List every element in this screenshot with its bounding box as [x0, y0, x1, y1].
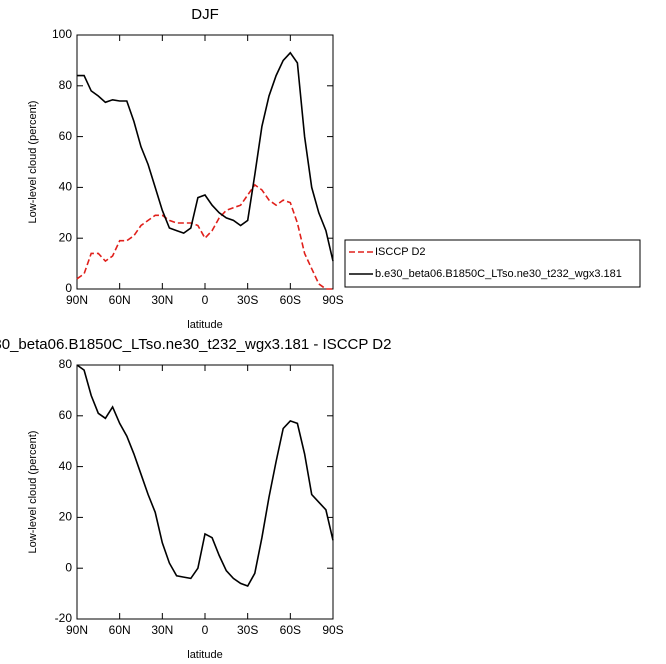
y-tick-label: 40 [59, 459, 73, 473]
x-tick-label: 0 [202, 293, 209, 307]
data-line [76, 364, 334, 587]
plot-frame [76, 364, 334, 620]
x-tick-label: 60N [109, 623, 131, 637]
x-tick-label: 0 [202, 623, 209, 637]
x-tick-label: 30N [151, 623, 173, 637]
y-tick-label: 40 [59, 180, 73, 194]
x-tick-label: 90N [66, 623, 88, 637]
x-tick-label: 60S [280, 623, 301, 637]
x-tick-label: 30S [237, 293, 258, 307]
x-axis-label: latitude [187, 319, 222, 331]
y-tick-label: 60 [59, 129, 73, 143]
y-tick-label: 20 [59, 230, 73, 244]
y-tick-label: 20 [59, 510, 73, 524]
y-tick-label: -20 [55, 611, 73, 625]
y-tick-label: 0 [65, 560, 72, 574]
y-tick-label: 100 [52, 27, 72, 41]
y-axis-label: Low-level cloud (percent) [27, 431, 39, 554]
legend-label: b.e30_beta06.B1850C_LTso.ne30_t232_wgx3.… [375, 268, 622, 280]
legend-box [344, 239, 641, 288]
chart-title: DJF [191, 6, 219, 23]
x-tick-label: 90N [66, 293, 88, 307]
x-tick-label: 30S [237, 623, 258, 637]
y-axis-label: Low-level cloud (percent) [27, 101, 39, 224]
legend-label: ISCCP D2 [375, 246, 426, 258]
y-tick-label: 0 [65, 281, 72, 295]
x-tick-label: 90S [322, 293, 343, 307]
x-tick-label: 60N [109, 293, 131, 307]
data-line [77, 51, 334, 262]
data-line [76, 183, 333, 290]
x-tick-label: 90S [322, 623, 343, 637]
y-tick-label: 60 [59, 408, 73, 422]
plot-frame [76, 34, 334, 290]
chart-title: b.e30_beta06.B1850C_LTso.ne30_t232_wgx3.… [0, 336, 391, 353]
x-tick-label: 30N [151, 293, 173, 307]
y-tick-label: 80 [59, 78, 73, 92]
y-tick-label: 80 [59, 357, 73, 371]
x-axis-label: latitude [187, 649, 222, 661]
x-tick-label: 60S [280, 293, 301, 307]
